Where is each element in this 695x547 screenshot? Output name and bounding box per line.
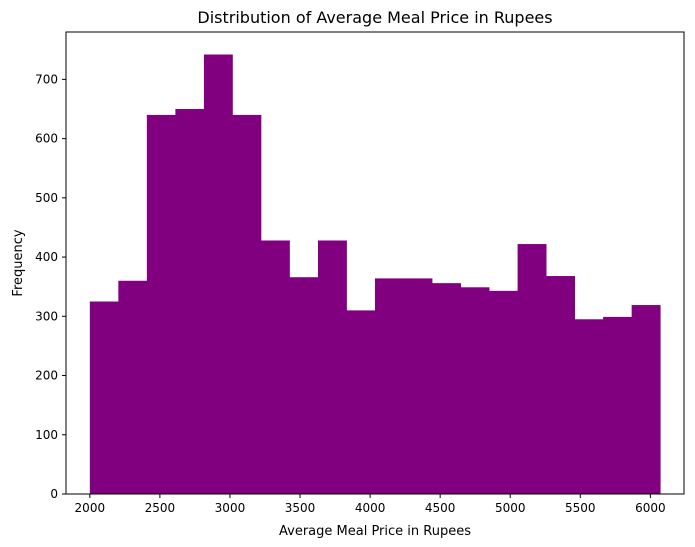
histogram-bar xyxy=(260,240,290,494)
x-tick-label: 2000 xyxy=(75,501,106,515)
histogram-bar xyxy=(631,305,661,494)
y-axis-ticks: 0 100 200 300 400 500 600 700 xyxy=(35,72,66,501)
y-axis-label: Frequency xyxy=(11,229,26,296)
x-tick-label: 4500 xyxy=(425,501,456,515)
histogram-bar xyxy=(574,319,604,494)
x-tick-label: 4000 xyxy=(355,501,386,515)
histogram-bar xyxy=(346,310,376,494)
histogram-bar xyxy=(489,290,518,494)
histogram-bar xyxy=(146,114,176,494)
y-tick-label: 100 xyxy=(35,428,58,442)
x-tick-label: 5000 xyxy=(495,501,526,515)
x-tick-label: 5500 xyxy=(565,501,596,515)
histogram-bar xyxy=(118,280,148,494)
histogram-bar xyxy=(546,276,576,494)
x-tick-label: 3000 xyxy=(215,501,246,515)
histogram-bar xyxy=(375,278,404,494)
x-axis-label: Average Meal Price in Rupees xyxy=(279,524,471,539)
histogram-bar xyxy=(203,54,233,494)
histogram-bar xyxy=(517,244,547,494)
histogram-bar xyxy=(403,278,433,494)
histogram-bar xyxy=(232,114,262,494)
x-tick-label: 2500 xyxy=(145,501,176,515)
x-tick-label: 3500 xyxy=(285,501,316,515)
histogram-bar xyxy=(89,301,119,494)
histogram-bar xyxy=(175,109,205,494)
y-tick-label: 300 xyxy=(35,309,58,323)
plot-frame xyxy=(65,31,685,495)
chart-title: Distribution of Average Meal Price in Ru… xyxy=(197,8,552,27)
y-tick-label: 0 xyxy=(50,487,58,501)
histogram-bar xyxy=(460,287,490,494)
histogram-bar xyxy=(603,316,633,494)
x-axis-ticks: 2000 2500 3000 3500 4000 4500 5000 5500 6000 xyxy=(75,494,666,515)
y-tick-label: 500 xyxy=(35,191,58,205)
y-tick-label: 400 xyxy=(35,250,58,264)
y-tick-label: 600 xyxy=(35,132,58,146)
y-tick-label: 200 xyxy=(35,369,58,383)
histogram-bar xyxy=(317,240,347,494)
y-tick-label: 700 xyxy=(35,72,58,86)
histogram-bars xyxy=(89,54,661,494)
histogram-bar xyxy=(289,277,319,494)
histogram-bar xyxy=(432,283,461,494)
x-tick-label: 6000 xyxy=(635,501,666,515)
